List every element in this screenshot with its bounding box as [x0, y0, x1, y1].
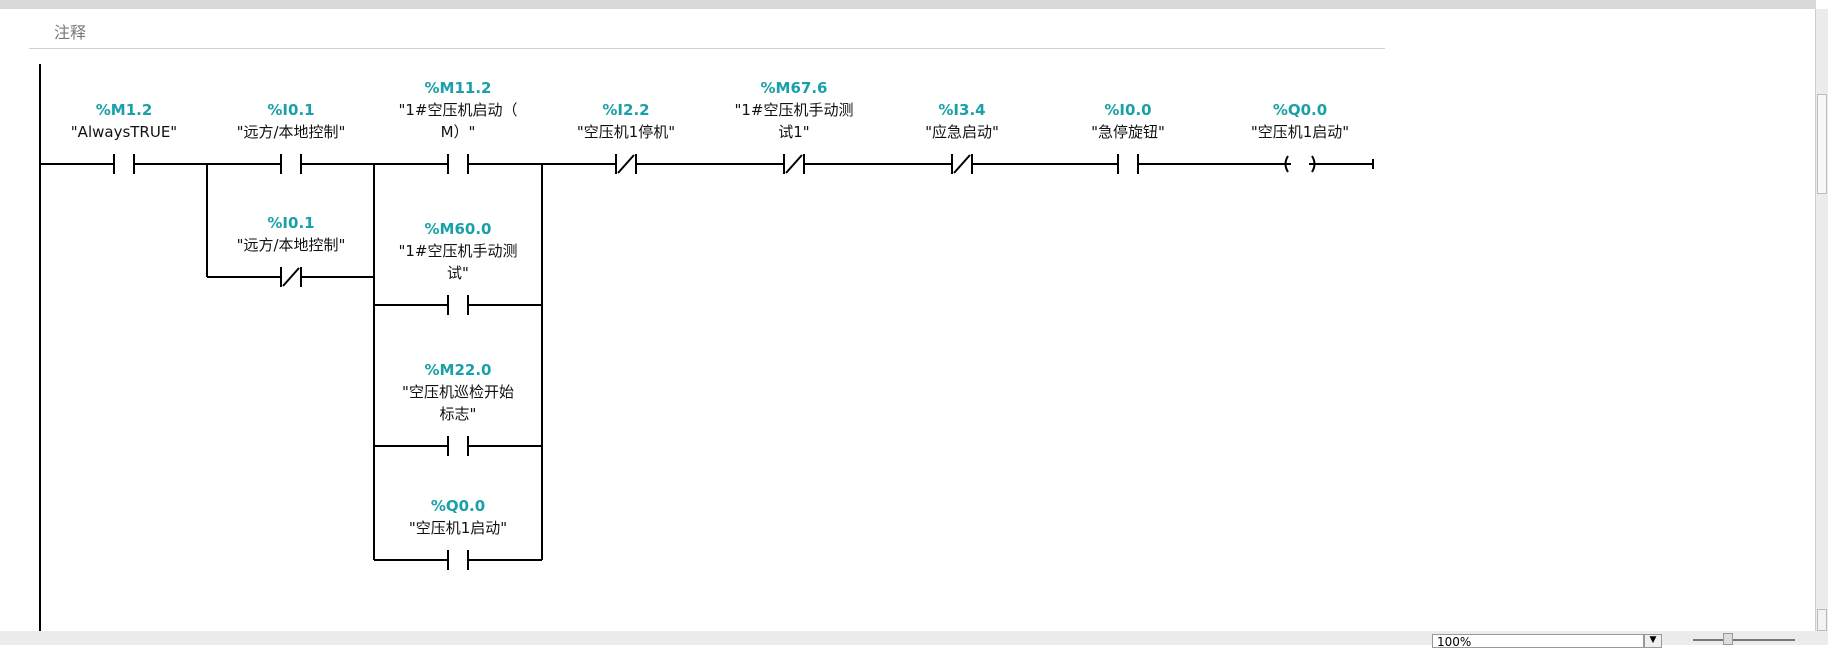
operand-name: "急停旋钮" [1091, 123, 1165, 141]
operand-name: 试" [447, 264, 469, 282]
operand-address: %I3.4 [938, 101, 985, 119]
vertical-scrollbar[interactable] [1815, 9, 1828, 631]
scrollbar-thumb[interactable] [1817, 94, 1827, 194]
operand-address: %M11.2 [425, 79, 492, 97]
operand-address: %I0.0 [1104, 101, 1151, 119]
chevron-down-icon[interactable]: ▼ [1644, 634, 1662, 648]
operand-address: %M1.2 [96, 101, 153, 119]
contact-gap [449, 443, 467, 449]
status-bar: 100% ▼ [0, 631, 1828, 649]
operand-address: %I0.1 [267, 101, 314, 119]
operand-name: "空压机1停机" [577, 123, 675, 141]
contact-gap [1119, 161, 1137, 167]
operand-name: "AlwaysTRUE" [71, 123, 177, 141]
operand-address: %Q0.0 [1273, 101, 1327, 119]
operand-name: "1#空压机手动测 [734, 101, 853, 119]
top-toolbar [0, 0, 1816, 9]
contact-gap [115, 161, 133, 167]
operand-name: "空压机1启动" [1251, 123, 1349, 141]
comment-placeholder: 注释 [54, 23, 87, 42]
operand-address: %M22.0 [425, 361, 492, 379]
operand-name: "远方/本地控制" [237, 123, 346, 141]
nc-contact-slash [617, 154, 635, 174]
operand-address: %Q0.0 [431, 497, 485, 515]
operand-name: M）" [441, 123, 476, 141]
coil-symbol [1284, 155, 1289, 173]
contact-gap [449, 302, 467, 308]
nc-contact-slash [785, 154, 803, 174]
operand-address: %M67.6 [761, 79, 828, 97]
nc-contact-slash [282, 267, 300, 287]
operand-address: %M60.0 [425, 220, 492, 238]
operand-name: "远方/本地控制" [237, 236, 346, 254]
contact-gap [449, 557, 467, 563]
zoom-level-input[interactable]: 100% [1432, 634, 1644, 649]
operand-address: %I0.1 [267, 214, 314, 232]
zoom-slider[interactable] [1693, 633, 1795, 645]
contact-gap [1291, 161, 1309, 167]
operand-address: %I2.2 [602, 101, 649, 119]
coil-symbol [1311, 155, 1316, 173]
scroll-down-button[interactable] [1817, 609, 1827, 631]
contact-gap [282, 161, 300, 167]
operand-name: "空压机1启动" [409, 519, 507, 537]
operand-name: "1#空压机手动测 [398, 242, 517, 260]
operand-name: "1#空压机启动（ [398, 101, 517, 119]
operand-name: 试1" [778, 123, 809, 141]
operand-name: 标志" [440, 405, 477, 423]
operand-name: "应急启动" [925, 123, 999, 141]
zoom-slider-handle[interactable] [1723, 633, 1733, 645]
network-comment-field[interactable]: 注释 [29, 14, 1385, 49]
ladder-diagram: %M1.2 "AlwaysTRUE" %I0.1 "远方/本地控制" %M11.2 "1#… [39, 64, 1374, 631]
nc-contact-slash [953, 154, 971, 174]
operand-name: "空压机巡检开始 [402, 383, 514, 401]
contact-gap [449, 161, 467, 167]
